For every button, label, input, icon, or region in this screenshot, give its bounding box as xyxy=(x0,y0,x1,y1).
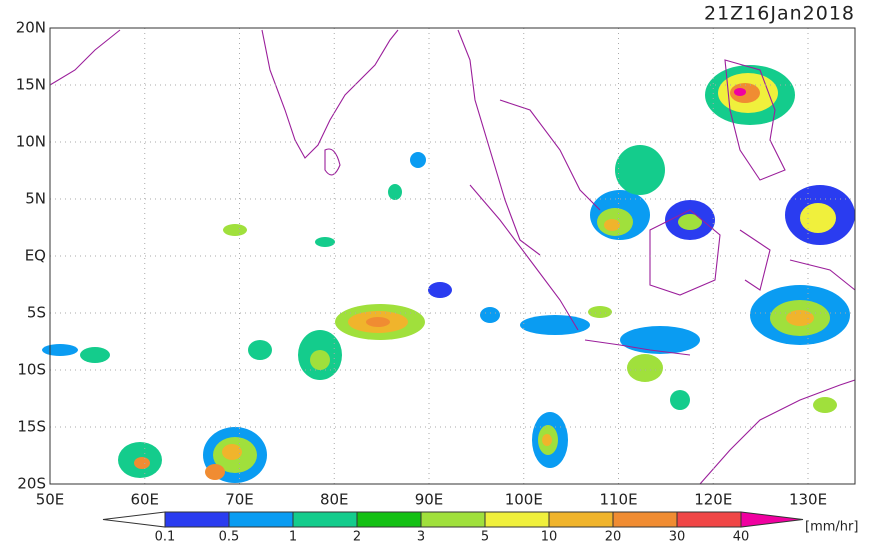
coastlines xyxy=(49,29,856,485)
lat-label: EQ xyxy=(25,247,46,265)
lat-label: 5S xyxy=(27,304,46,322)
lat-label: 15N xyxy=(16,76,46,94)
lat-label: 20N xyxy=(16,19,46,37)
lat-label: 15S xyxy=(17,418,46,436)
colorbar-over xyxy=(740,511,804,528)
colorbar-under xyxy=(102,511,166,528)
lat-label: 10N xyxy=(16,133,46,151)
colorbar: [mm/hr] 0.1 0.5 1 2 3 5 10 20 30 40 xyxy=(102,511,858,544)
colorbar-label: 0.1 xyxy=(155,530,176,544)
lon-label: 120E xyxy=(694,491,732,509)
lon-label: 70E xyxy=(225,491,254,509)
colorbar-segment xyxy=(612,511,678,528)
colorbar-label: 20 xyxy=(605,530,622,544)
lon-label: 100E xyxy=(505,491,543,509)
colorbar-segment xyxy=(484,511,550,528)
colorbar-label: 40 xyxy=(733,530,750,544)
lon-label: 90E xyxy=(415,491,444,509)
colorbar-segment xyxy=(292,511,358,528)
lat-label: 5N xyxy=(25,190,46,208)
colorbar-segment xyxy=(420,511,486,528)
colorbar-label: 30 xyxy=(669,530,686,544)
lat-label: 20S xyxy=(17,475,46,493)
colorbar-label: 3 xyxy=(417,530,425,544)
lat-label: 10S xyxy=(17,361,46,379)
colorbar-label: 5 xyxy=(481,530,489,544)
colorbar-label: 10 xyxy=(541,530,558,544)
colorbar-segment xyxy=(676,511,742,528)
precipitation-field xyxy=(42,65,855,483)
colorbar-units: [mm/hr] xyxy=(805,520,858,535)
colorbar-label: 1 xyxy=(289,530,297,544)
colorbar-segment xyxy=(548,511,614,528)
lon-label: 80E xyxy=(320,491,349,509)
lon-label: 110E xyxy=(599,491,637,509)
map-frame xyxy=(49,27,856,485)
map-title: 21Z16Jan2018 xyxy=(704,3,855,25)
colorbar-segment xyxy=(228,511,294,528)
colorbar-label: 0.5 xyxy=(219,530,240,544)
colorbar-segment xyxy=(356,511,422,528)
lon-label: 60E xyxy=(130,491,159,509)
colorbar-label: 2 xyxy=(353,530,361,544)
graticule xyxy=(50,28,855,484)
colorbar-segment xyxy=(164,511,230,528)
lon-label: 130E xyxy=(789,491,827,509)
lon-label: 50E xyxy=(36,491,65,509)
